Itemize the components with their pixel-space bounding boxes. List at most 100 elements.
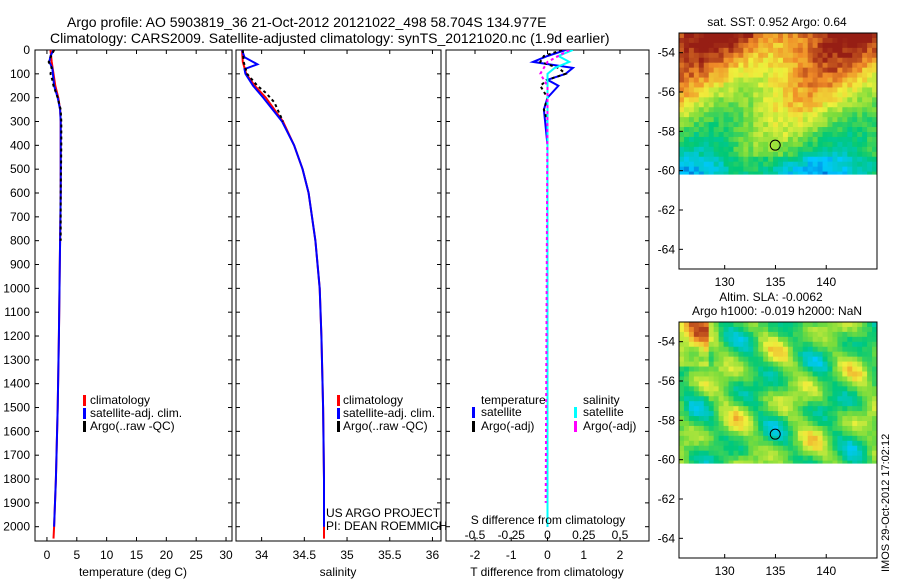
map-cell: [872, 67, 877, 74]
map-cell: [708, 72, 715, 79]
map-cell: [758, 62, 764, 69]
map-cell: [847, 47, 853, 54]
map-cell: [733, 381, 739, 387]
map-cell: [723, 386, 729, 392]
map-cell: [758, 122, 764, 128]
map-cell: [822, 127, 828, 133]
map-cell: [857, 62, 863, 69]
map-cell: [802, 346, 809, 353]
map-cell: [857, 47, 863, 54]
map-cell: [703, 166, 710, 173]
map-cell: [812, 376, 819, 382]
y-tick-label: -58: [658, 413, 676, 427]
depth-tick-label: 200: [10, 91, 30, 105]
map-cell: [718, 326, 725, 333]
map-cell: [792, 62, 799, 69]
map-cell: [817, 455, 824, 462]
map-cell: [778, 132, 784, 138]
map-cell: [837, 435, 843, 442]
map-cell: [718, 445, 725, 452]
map-cell: [693, 42, 700, 49]
map-cell: [837, 401, 843, 407]
map-cell: [837, 42, 843, 49]
map-cell: [867, 460, 873, 467]
map-cell: [797, 146, 804, 153]
map-cell: [698, 341, 705, 348]
map-cell: [787, 322, 794, 328]
map-cell: [778, 87, 784, 93]
map-cell: [748, 87, 754, 93]
map-cell: [832, 411, 838, 417]
map-cell: [812, 351, 819, 358]
map-cell: [778, 425, 784, 432]
map-cell: [778, 112, 784, 118]
map-cell: [683, 82, 690, 88]
map-cell: [812, 151, 819, 158]
map-cell: [748, 346, 754, 353]
map-cell: [817, 166, 824, 173]
map-cell: [693, 47, 700, 54]
map-cell: [728, 460, 734, 467]
map-cell: [698, 366, 705, 372]
map-cell: [847, 371, 853, 377]
map-cell: [743, 381, 749, 387]
map-cell: [797, 33, 804, 39]
map-cell: [842, 396, 848, 402]
map-cell: [723, 440, 729, 447]
map-cell: [723, 141, 729, 148]
x-top-tick-label: 0: [544, 528, 551, 542]
map-cell: [872, 72, 877, 79]
map-cell: [787, 107, 794, 113]
map-cell: [827, 361, 833, 368]
map-cell: [718, 376, 725, 382]
map-cell: [743, 67, 749, 74]
map-cell: [728, 411, 734, 417]
map-cell: [693, 440, 700, 447]
map-cell: [713, 440, 720, 447]
map-cell: [703, 107, 710, 113]
map-cell: [797, 166, 804, 173]
map-cell: [837, 62, 843, 69]
map-cell: [827, 62, 833, 69]
map-cell: [837, 416, 843, 422]
map-cell: [758, 376, 764, 382]
map-cell: [773, 102, 779, 108]
map-cell: [832, 460, 838, 467]
map-cell: [768, 351, 774, 358]
map-cell: [688, 42, 695, 49]
map-cell: [758, 67, 764, 74]
map-cell: [763, 450, 769, 457]
map-cell: [763, 331, 769, 338]
map-cell: [718, 82, 725, 88]
map-cell: [743, 361, 749, 368]
map-cell: [723, 112, 729, 118]
map-cell: [827, 136, 833, 143]
map-cell: [683, 57, 690, 64]
map-cell: [728, 117, 734, 123]
map-cell: [733, 146, 739, 153]
map-cell: [852, 136, 858, 143]
map-cell: [713, 421, 720, 427]
map-cell: [703, 33, 710, 39]
map-cell: [733, 141, 739, 148]
map-cell: [738, 67, 744, 74]
map-cell: [748, 136, 754, 143]
map-no-data: [679, 463, 877, 558]
map-cell: [847, 322, 853, 328]
map-cell: [728, 435, 734, 442]
map-cell: [827, 57, 833, 64]
map-cell: [822, 156, 828, 163]
map-cell: [718, 117, 725, 123]
map-cell: [862, 47, 868, 54]
map-cell: [797, 92, 804, 98]
map-cell: [763, 82, 769, 88]
map-cell: [832, 102, 838, 108]
map-cell: [802, 331, 809, 338]
map-cell: [832, 391, 838, 397]
map-cell: [787, 161, 794, 168]
map-cell: [693, 366, 700, 372]
map-cell: [827, 331, 833, 338]
map-cell: [768, 33, 774, 39]
map-cell: [797, 122, 804, 128]
map-cell: [753, 341, 759, 348]
